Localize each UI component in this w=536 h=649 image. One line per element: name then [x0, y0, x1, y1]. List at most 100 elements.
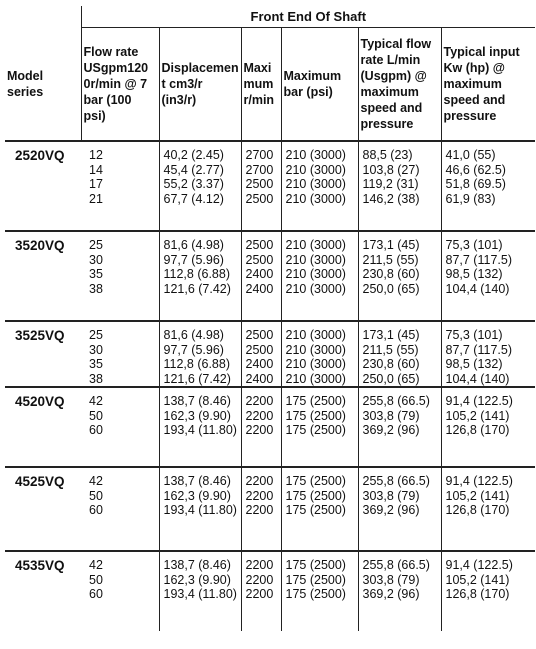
cell-value: 121,6 (7.42) [163, 371, 231, 386]
header-line: rate L/min [360, 53, 421, 67]
cell-value: 303,8 (79) [362, 572, 420, 587]
cell-value: 210 (3000) [285, 252, 346, 267]
cell-value: 50 [89, 408, 103, 423]
cell-value: 91,4 (122.5) [445, 394, 513, 408]
cell-value: 98,5 (132) [445, 357, 503, 371]
cell-value: 369,2 (96) [362, 587, 420, 601]
cell-value: 55,2 (3.37) [163, 177, 224, 191]
cell-value: 121,6 (7.42) [163, 281, 231, 296]
cell-value: 175 (2500) [285, 572, 346, 587]
cell-value: 12 [89, 148, 103, 162]
cell-value: 21 [89, 191, 103, 206]
cell-value: 210 (3000) [285, 177, 346, 191]
typical-flow-cell: 255,8 (66.5) 303,8 (79) 369,2 (96) [357, 386, 441, 467]
cell-value: 42 [89, 394, 103, 408]
column-header-row: Model series Flow rate USgpm120 0r/min @ 7 b… [5, 27, 536, 142]
cell-value: 210 (3000) [285, 148, 346, 162]
cell-value: 2500 [245, 191, 274, 206]
cell-value: 60 [89, 587, 103, 601]
header-line: (Usgpm) @ [360, 69, 427, 83]
header-line: 0r/min @ 7 [83, 77, 148, 91]
displacement-cell: 138,7 (8.46) 162,3 (9.90) 193,4 (11.80) [158, 466, 241, 551]
header-line: Maxi [243, 61, 272, 75]
header-max-rpm: Maxi mum r/min [240, 27, 281, 142]
cell-value: 50 [89, 572, 103, 587]
cell-value: 369,2 (96) [362, 423, 420, 437]
flow-cell: 25 30 35 38 [81, 230, 159, 321]
cell-value: 60 [89, 503, 103, 517]
cell-value: 97,7 (5.96) [163, 342, 224, 357]
cell-value: 50 [89, 488, 103, 503]
max-rpm-cell: 2200 2200 2200 [240, 466, 281, 551]
cell-value: 210 (3000) [285, 162, 346, 177]
max-bar-cell: 210 (3000) 210 (3000) 210 (3000) 210 (3000) [280, 230, 358, 321]
cell-value: 40,2 (2.45) [163, 148, 224, 162]
cell-value: 104,4 (140) [445, 371, 510, 386]
model-series-cell: 4520VQ [5, 386, 81, 467]
cell-value: 51,8 (69.5) [445, 177, 506, 191]
cell-value: 105,2 (141) [445, 572, 510, 587]
cell-value: 25 [89, 238, 103, 252]
cell-value: 42 [89, 558, 103, 572]
header-line: psi) [83, 109, 106, 123]
cell-value: 2500 [245, 342, 274, 357]
cell-value: 2400 [245, 267, 274, 281]
cell-value: 2200 [245, 572, 274, 587]
cell-value: 175 (2500) [285, 394, 346, 408]
cell-value: 173,1 (45) [362, 328, 420, 342]
table-row: 4520VQ 42 50 60 138,7 (8.46) 162,3 (9.90) 193,… [5, 386, 536, 467]
model-series-cell: 3525VQ [5, 320, 81, 387]
cell-value: 25 [89, 328, 103, 342]
cell-value: 105,2 (141) [445, 408, 510, 423]
cell-value: 105,2 (141) [445, 488, 510, 503]
cell-value: 38 [89, 281, 103, 296]
typical-flow-cell: 255,8 (66.5) 303,8 (79) 369,2 (96) [357, 466, 441, 551]
max-rpm-cell: 2200 2200 2200 [240, 550, 281, 631]
cell-value: 230,8 (60) [362, 267, 420, 281]
header-line: Displacemen [161, 61, 239, 75]
header-line: t cm3/r (in3/r) [161, 77, 203, 107]
cell-value: 2200 [245, 587, 274, 601]
typical-power-cell: 75,3 (101) 87,7 (117.5) 98,5 (132) 104,4 (1… [440, 320, 536, 387]
cell-value: 2500 [245, 252, 274, 267]
cell-value: 175 (2500) [285, 423, 346, 437]
header-max-bar: Maximum bar (psi) [280, 27, 358, 142]
max-bar-cell: 175 (2500) 175 (2500) 175 (2500) [280, 386, 358, 467]
cell-value: 75,3 (101) [445, 328, 503, 342]
table-row: 4535VQ 42 50 60 138,7 (8.46) 162,3 (9.90) 193,… [5, 550, 536, 631]
cell-value: 30 [89, 342, 103, 357]
cell-value: 175 (2500) [285, 474, 346, 488]
cell-value: 2700 [245, 148, 274, 162]
cell-value: 119,2 (31) [362, 177, 419, 191]
typical-power-cell: 41,0 (55) 46,6 (62.5) 51,8 (69.5) 61,9 (83) [440, 140, 536, 231]
cell-value: 210 (3000) [285, 191, 346, 206]
model-series-cell: 2520VQ [5, 140, 81, 231]
cell-value: 81,6 (4.98) [163, 328, 224, 342]
cell-value: 2400 [245, 357, 274, 371]
cell-value: 2400 [245, 371, 274, 386]
header-line: speed and [443, 93, 506, 107]
cell-value: 193,4 (11.80) [163, 503, 237, 517]
table-row: 4525VQ 42 50 60 138,7 (8.46) 162,3 (9.90) 193,… [5, 466, 536, 551]
front-end-header: Front End Of Shaft [80, 6, 536, 28]
table-row: 3520VQ 25 30 35 38 81,6 (4.98) 97,7 (5.96) 112,… [5, 230, 536, 321]
displacement-cell: 81,6 (4.98) 97,7 (5.96) 112,8 (6.88) 121,6 … [158, 230, 241, 321]
table-row: 2520VQ 12 14 17 21 40,2 (2.45) 45,4 (2.77) 55,2… [5, 140, 536, 231]
cell-value: 67,7 (4.12) [163, 191, 224, 206]
cell-value: 126,8 (170) [445, 423, 510, 437]
cell-value: 2200 [245, 474, 274, 488]
table-body: 2520VQ 12 14 17 21 40,2 (2.45) 45,4 (2.77) 55,2… [5, 140, 536, 631]
cell-value: 2200 [245, 408, 274, 423]
header-line: mum [243, 77, 274, 91]
cell-value: 173,1 (45) [362, 238, 420, 252]
max-bar-cell: 210 (3000) 210 (3000) 210 (3000) 210 (3000) [280, 140, 358, 231]
cell-value: 2200 [245, 503, 274, 517]
cell-value: 14 [89, 162, 103, 177]
cell-value: 98,5 (132) [445, 267, 503, 281]
cell-value: 211,5 (55) [362, 252, 419, 267]
cell-value: 255,8 (66.5) [362, 474, 430, 488]
cell-value: 193,4 (11.80) [163, 423, 237, 437]
cell-value: 91,4 (122.5) [445, 558, 513, 572]
cell-value: 175 (2500) [285, 503, 346, 517]
cell-value: 2500 [245, 238, 274, 252]
